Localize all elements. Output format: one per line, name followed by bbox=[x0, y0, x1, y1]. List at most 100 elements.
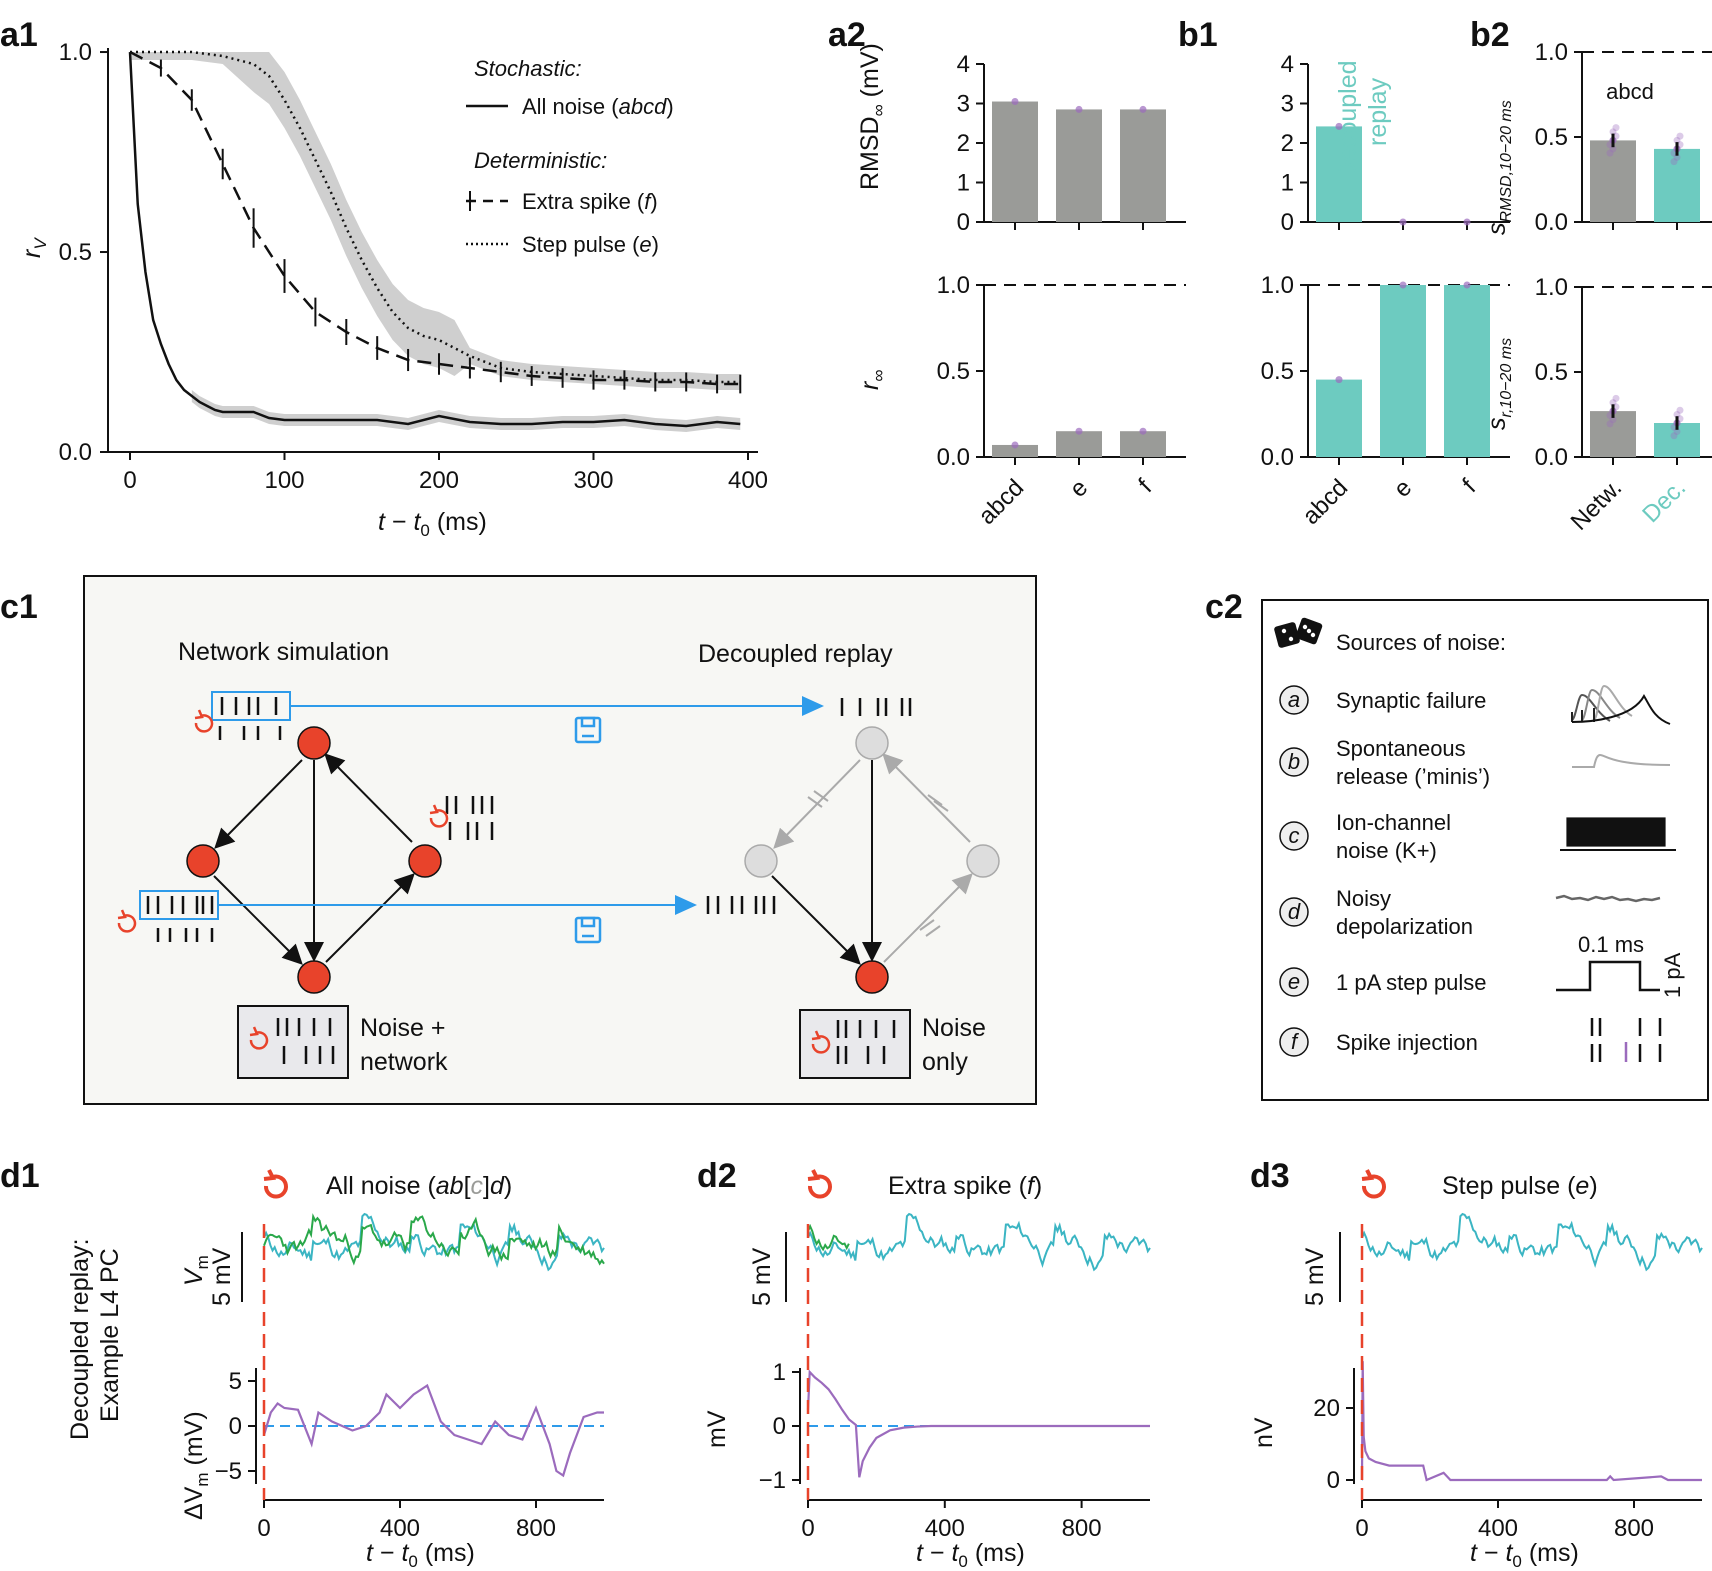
node-left bbox=[186, 844, 220, 878]
d3-x-label: t − t0 (ms) bbox=[1470, 1539, 1579, 1571]
b1_bottom-y-tick-label: 0.5 bbox=[1261, 358, 1294, 385]
replay-edge-bottom-right bbox=[883, 873, 973, 963]
b1_top-y-tick-label: 3 bbox=[1281, 91, 1294, 118]
d1_delta-delta-trace bbox=[262, 1383, 604, 1478]
raster-left-row1 bbox=[146, 896, 214, 914]
b2_bottom-sample-dot bbox=[1673, 428, 1681, 435]
a2-top-y-label: RMSD∞ (mV) bbox=[856, 43, 888, 190]
b1_top-y-tick-label: 1 bbox=[1281, 170, 1294, 197]
d1_delta-x-tick-label: 0 bbox=[257, 1515, 270, 1542]
raster-top-row2 bbox=[218, 726, 282, 740]
d2-title: Extra spike (f) bbox=[888, 1172, 1042, 1200]
replay-node-right bbox=[966, 844, 1000, 878]
d2_delta-x-tick-label: 800 bbox=[1062, 1515, 1102, 1542]
d2_delta-delta-trace bbox=[806, 1369, 1150, 1478]
reset-icon bbox=[807, 1169, 832, 1199]
a2_top-bar bbox=[1056, 109, 1102, 222]
a2_bottom-sample-dot bbox=[1075, 427, 1083, 435]
b2_top-bar bbox=[1654, 148, 1700, 222]
b1_top-sample-dot bbox=[1335, 122, 1343, 130]
b2_bottom-y-tick-label: 1.0 bbox=[1535, 274, 1568, 301]
c2-item-label: release (’minis’) bbox=[1336, 764, 1490, 789]
d1_delta-vm-trace-decoupled bbox=[263, 1212, 605, 1272]
c1-box-right bbox=[799, 1009, 911, 1079]
b1_bottom-sample-dot bbox=[1335, 376, 1343, 384]
d3_delta-delta-trace bbox=[1360, 1361, 1702, 1482]
d3_delta-vm-trace-decoupled bbox=[1361, 1212, 1703, 1272]
replay-edge-left-bottom bbox=[771, 875, 861, 965]
b1_bottom-category-label: f bbox=[1457, 474, 1481, 498]
legend-deterministic-heading: Deterministic: bbox=[474, 148, 607, 173]
dice-icon bbox=[1274, 617, 1323, 648]
b2_top-sample-dot bbox=[1676, 132, 1684, 140]
reset-icon bbox=[811, 1030, 831, 1054]
a1-band-all-noise bbox=[191, 390, 741, 433]
legend-extra-spike: Extra spike (f) bbox=[522, 189, 658, 214]
d2_delta-x-tick-label: 0 bbox=[801, 1515, 814, 1542]
d-side-label1: Decoupled replay: bbox=[66, 1238, 94, 1440]
reset-icon bbox=[1361, 1169, 1386, 1199]
replay-raster-top bbox=[840, 698, 912, 716]
d1_delta-y-tick-label: 5 bbox=[229, 1368, 242, 1395]
c2-item-label: Noisy bbox=[1336, 886, 1391, 911]
c2-item-key-circle bbox=[1279, 897, 1309, 927]
c2-item-key: b bbox=[1288, 749, 1300, 774]
b2_bottom-sample-dot bbox=[1673, 411, 1681, 418]
reset-icon-arc bbox=[808, 1174, 832, 1199]
edge-bottom-right bbox=[325, 873, 415, 963]
a2_top-sample-dot bbox=[1075, 105, 1083, 113]
b1_bottom-category-label: e bbox=[1389, 474, 1418, 503]
reset-icon bbox=[263, 1169, 288, 1199]
replay-node-left bbox=[744, 844, 778, 878]
panel-label-b2: b2 bbox=[1470, 16, 1510, 54]
b2_bottom-sample-dot bbox=[1609, 416, 1617, 424]
c2-item-label: Ion-channel bbox=[1336, 810, 1451, 835]
panel-label-d1: d1 bbox=[0, 1157, 40, 1195]
c1-box-left bbox=[237, 1005, 349, 1079]
replay-raster-left bbox=[706, 896, 776, 914]
b2_top-sample-dot bbox=[1670, 158, 1678, 166]
network-edges bbox=[213, 753, 415, 965]
c1-box-left-line1: Noise + bbox=[360, 1014, 445, 1042]
d2_delta-y-tick-label: −1 bbox=[759, 1467, 786, 1494]
node-top bbox=[297, 726, 331, 760]
a2_top-y-tick-label: 1 bbox=[957, 170, 970, 197]
a2_bottom-bar bbox=[1120, 431, 1166, 457]
reset-icon-head bbox=[1361, 1169, 1375, 1181]
d2_delta-vm-trace-network bbox=[807, 1223, 850, 1252]
b1_top-y-tick-label: 4 bbox=[1281, 51, 1294, 78]
c1-replay-title: Decoupled replay bbox=[698, 640, 893, 668]
legend-all-noise: All noise (abcd) bbox=[522, 94, 674, 119]
d2-x-label: t − t0 (ms) bbox=[916, 1539, 1025, 1571]
replay-edge-right-top bbox=[882, 753, 971, 843]
c2-item-key-circle bbox=[1279, 1027, 1309, 1057]
b2_bottom-y-tick-label: 0.0 bbox=[1535, 444, 1568, 471]
a1-y-label: rV bbox=[18, 237, 50, 258]
b2_top-sample-dot bbox=[1609, 128, 1617, 136]
c1-diagram: Network simulation Decoupled replay bbox=[83, 575, 1037, 1105]
reset-icon bbox=[249, 1026, 269, 1050]
b2_bottom-sample-dot bbox=[1612, 394, 1620, 402]
edge-top-left bbox=[214, 759, 303, 849]
d1_delta-vm-trace-network bbox=[263, 1213, 605, 1266]
panel-label-b1: b1 bbox=[1178, 16, 1218, 54]
bar-charts: 0 1 2 3 4 0.0 0.5 1.0 abcd e f 0 1 2 3 4 0.0 0.5 1.0 abcd e f… bbox=[937, 39, 1712, 536]
c2-item-label: noise (K+) bbox=[1336, 838, 1437, 863]
c2-item-key: d bbox=[1288, 899, 1301, 924]
b2_top-sample-dot bbox=[1609, 145, 1617, 153]
a2_top-sample-dot bbox=[1139, 105, 1147, 113]
panel-label-d2: d2 bbox=[697, 1157, 737, 1195]
d1_delta-x-tick-label: 400 bbox=[380, 1515, 420, 1542]
d2_delta-y-tick-label: 0 bbox=[773, 1413, 786, 1440]
a2_bottom-bar bbox=[1056, 431, 1102, 457]
a2_bottom-sample-dot bbox=[1139, 427, 1147, 435]
d2_delta-x-tick-label: 400 bbox=[925, 1515, 965, 1542]
a2_bottom-y-tick-label: 0.5 bbox=[937, 358, 970, 385]
c1-box-left-line2: network bbox=[360, 1048, 448, 1076]
c2-item-key: c bbox=[1289, 823, 1300, 848]
a1-x-tick-label: 400 bbox=[728, 467, 768, 494]
d1-x-label: t − t0 (ms) bbox=[366, 1539, 475, 1571]
d3-scale-label: 5 mV bbox=[1301, 1247, 1329, 1306]
c2-item-key: e bbox=[1288, 969, 1300, 994]
d3_delta-y-tick-label: 0 bbox=[1327, 1467, 1340, 1494]
